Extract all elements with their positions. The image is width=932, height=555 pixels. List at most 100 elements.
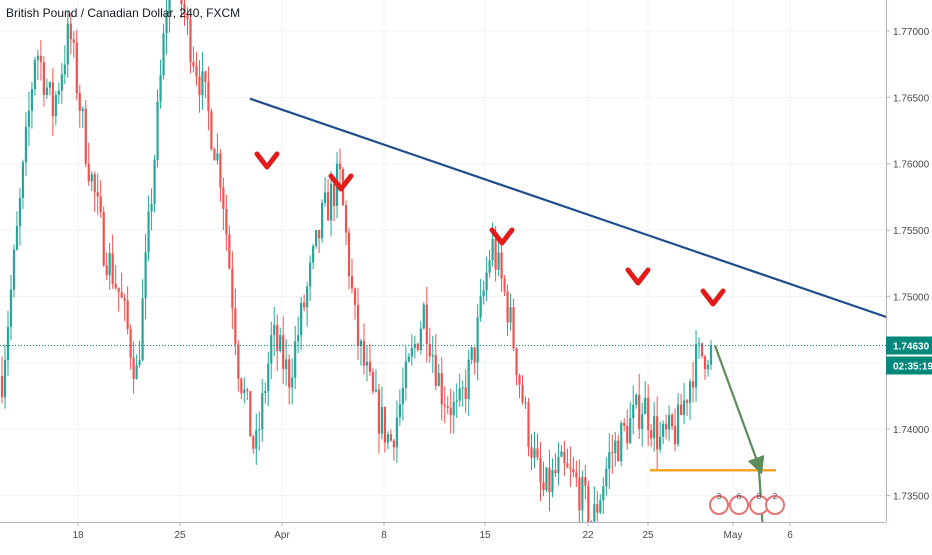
time-tick-label: Apr [274,530,290,541]
candle-body [614,440,617,454]
candle-body [129,328,132,358]
candle-body [30,89,34,111]
candle-body [285,359,288,370]
candle-body [389,434,393,441]
candle-body [36,55,39,61]
candle-body [315,230,318,247]
candle-body [39,55,42,62]
candle-body [395,417,398,448]
candle-body [676,404,680,445]
candle-body [506,291,509,323]
candle-body [105,265,108,276]
event-badge[interactable]: 3 [709,492,729,515]
candle-body [679,404,683,415]
candle-body [66,23,69,65]
candle-body [572,469,575,473]
candle-body [599,500,602,513]
candle-body [225,209,228,235]
candle-body [150,203,153,212]
candle-body [318,230,321,239]
candle-body [234,308,237,345]
candle-body [120,292,123,298]
candle-body [587,485,590,525]
candle-body [320,202,324,239]
candle-body [563,451,566,464]
candle-body [623,423,626,426]
candle-body [276,324,279,351]
time-tick-label: 25 [642,530,654,541]
candle-body [608,452,611,469]
candle-body [312,246,315,263]
time-tick-label: 8 [381,530,387,541]
candle-body [398,404,401,418]
candle-body [219,153,222,188]
price-tick-label: 1.75500 [893,226,930,237]
candle-body [84,108,87,164]
candle-body [222,187,225,210]
candle-body [350,276,354,289]
candle-body [691,381,695,388]
candle-body [6,326,10,361]
candle-body [90,174,93,182]
candle-body [452,401,455,416]
candle-body [249,391,252,437]
time-tick-label: 25 [174,530,186,541]
event-badge[interactable]: 2 [765,492,785,515]
touch-marker [700,288,726,307]
candle-body [156,101,159,160]
candle-body [183,4,186,15]
candle-body [635,394,638,405]
candle-body [494,238,497,270]
candle-body [578,477,581,511]
candle-body [509,307,512,323]
price-tick-label: 1.73500 [893,491,930,502]
candle-body [449,407,452,416]
candle-body [99,196,102,212]
candle-body [362,340,366,366]
event-badge-count: 3 [717,492,722,501]
candle-body [422,304,425,329]
candle-body [428,343,431,357]
candle-body [198,76,201,96]
candle-body [231,268,234,309]
candle-body [54,94,57,117]
candle-body [195,66,198,77]
candle-body [626,425,629,444]
candle-body [638,394,641,429]
candle-body [653,416,656,439]
candle-body [338,163,342,170]
candle-body [72,39,75,43]
candle-body [440,373,443,405]
candle-body [147,211,150,253]
candle-body [386,434,390,443]
candle-body [530,447,533,458]
candle-body [560,451,563,457]
candle-body [87,163,90,182]
candle-body [135,364,138,379]
price-tick-label: 1.76500 [893,93,930,104]
candle-body [533,448,536,458]
candle-body [671,414,674,427]
candle-body [126,300,129,329]
candle-body [255,430,258,449]
candle-body [632,404,635,419]
candle-body [3,360,7,398]
candle-body [294,341,297,378]
event-badge-circle [729,495,749,515]
candle-body [584,477,587,486]
candle-body [706,364,710,370]
candle-body [309,262,312,287]
candle-body [240,378,243,394]
event-badge[interactable]: 6 [729,492,749,515]
price-tick-label: 1.75000 [893,292,930,303]
candle-body [521,384,524,403]
candle-body [464,387,467,400]
candle-body [108,253,111,276]
candle-body [700,343,704,357]
candle-body [243,389,246,394]
candle-body [416,343,419,351]
candle-body [51,82,54,117]
candle-body [688,381,692,403]
